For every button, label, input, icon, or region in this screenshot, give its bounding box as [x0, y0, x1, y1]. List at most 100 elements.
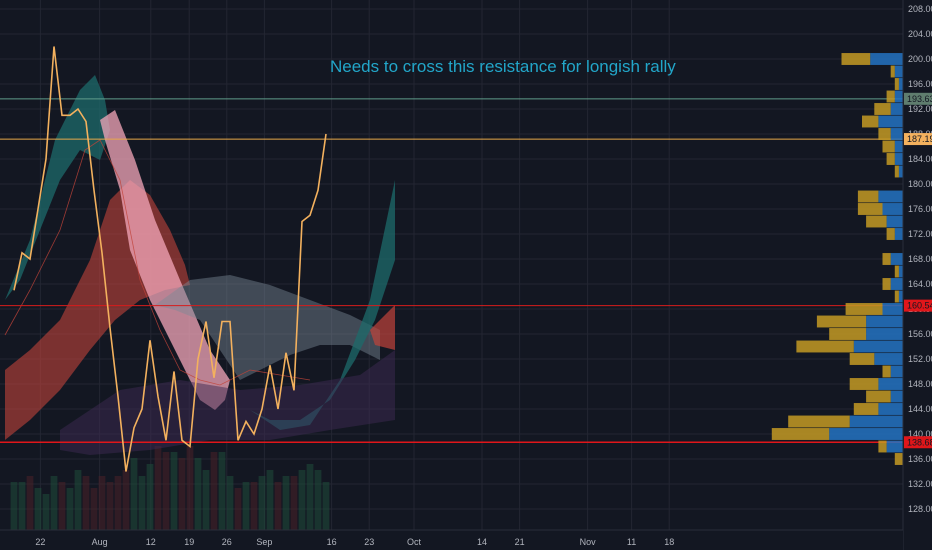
profile-buy-bar [890, 128, 903, 140]
profile-sell-bar [845, 303, 883, 315]
x-tick-label: 26 [222, 537, 232, 547]
volume-bars [10, 446, 330, 530]
volume-bar [202, 470, 210, 530]
profile-sell-bar [874, 103, 891, 115]
profile-buy-bar [878, 115, 903, 128]
volume-bar [58, 482, 66, 530]
y-tick-label: 168.00 [908, 254, 932, 264]
price-label-bg [904, 133, 932, 146]
profile-buy-bar [898, 78, 903, 90]
y-tick-label: 172.00 [908, 229, 932, 239]
volume-bar [82, 476, 90, 530]
y-tick-label: 144.00 [908, 404, 932, 414]
x-tick-label: Oct [407, 537, 422, 547]
profile-sell-bar [894, 453, 903, 465]
profile-sell-bar [886, 90, 895, 103]
profile-sell-bar [882, 253, 891, 265]
profile-sell-bar [862, 115, 879, 128]
y-tick-label: 180.00 [908, 179, 932, 189]
profile-sell-bar [866, 390, 891, 403]
purple-cloud [60, 350, 395, 455]
profile-buy-bar [894, 65, 903, 78]
profile-buy-bar [853, 340, 903, 353]
volume-bar [154, 446, 162, 530]
x-tick-label: 18 [664, 537, 674, 547]
profile-sell-bar [849, 378, 879, 390]
volume-bar [26, 476, 34, 530]
x-tick-label: 23 [364, 537, 374, 547]
volume-bar [170, 452, 178, 530]
profile-sell-bar [886, 228, 895, 240]
teal-cloud-left [5, 75, 110, 300]
pink-cloud [100, 110, 230, 410]
profile-sell-bar [886, 153, 895, 165]
profile-sell-bar [857, 203, 883, 215]
price-label: 187.19 [907, 134, 932, 144]
profile-buy-bar [890, 278, 903, 290]
profile-buy-bar [866, 315, 903, 328]
volume-bar [34, 488, 42, 530]
profile-sell-bar [882, 365, 891, 378]
profile-sell-bar [866, 215, 887, 228]
y-tick-label: 196.00 [908, 79, 932, 89]
volume-bar [242, 482, 250, 530]
profile-sell-bar [816, 315, 867, 328]
profile-buy-bar [890, 390, 903, 403]
volume-bar [226, 476, 234, 530]
profile-sell-bar [796, 340, 854, 353]
thin-red-line [4, 139, 311, 386]
profile-sell-bar [857, 190, 879, 203]
volume-bar [50, 476, 58, 530]
x-tick-label: Sep [256, 537, 272, 547]
volume-profile [771, 53, 903, 465]
x-tick-label: 16 [327, 537, 337, 547]
volume-bar [298, 470, 306, 530]
profile-buy-bar [866, 328, 903, 340]
price-label: 138.68 [907, 437, 932, 447]
profile-buy-bar [890, 253, 903, 265]
volume-bar [66, 488, 74, 530]
y-tick-label: 140.00 [908, 429, 932, 439]
y-tick-label: 192.00 [908, 104, 932, 114]
volume-bar [234, 488, 242, 530]
volume-bar [218, 452, 226, 530]
x-tick-label: 12 [146, 537, 156, 547]
volume-bar [138, 476, 146, 530]
y-tick-label: 208.00 [908, 4, 932, 14]
volume-bar [18, 482, 26, 530]
y-tick-label: 200.00 [908, 54, 932, 64]
price-label-bg [904, 436, 932, 449]
price-label-bg [904, 299, 932, 312]
profile-buy-bar [894, 140, 903, 153]
volume-bar [306, 464, 314, 530]
volume-bar [114, 476, 122, 530]
y-tick-label: 184.00 [908, 154, 932, 164]
y-tick-label: 152.00 [908, 354, 932, 364]
volume-bar [106, 482, 114, 530]
x-axis-panel [0, 530, 903, 550]
volume-bar [186, 446, 194, 530]
x-tick-label: 21 [515, 537, 525, 547]
volume-bar [98, 476, 106, 530]
price-label: 160.54 [907, 301, 932, 311]
y-tick-label: 176.00 [908, 204, 932, 214]
profile-sell-bar [894, 290, 899, 303]
price-line[interactable] [13, 46, 327, 472]
volume-bar [90, 488, 98, 530]
profile-buy-bar [894, 90, 903, 103]
profile-buy-bar [870, 53, 903, 65]
profile-buy-bar [878, 190, 903, 203]
profile-sell-bar [829, 328, 867, 340]
profile-sell-bar [841, 53, 871, 65]
red-cloud-right [370, 305, 395, 350]
x-tick-label: 19 [184, 537, 194, 547]
x-tick-label: 11 [627, 537, 636, 547]
x-tick-label: Aug [92, 537, 108, 547]
y-tick-label: 136.00 [908, 454, 932, 464]
volume-bar [282, 476, 290, 530]
volume-bar [74, 470, 82, 530]
profile-sell-bar [878, 440, 887, 453]
y-tick-label: 204.00 [908, 29, 932, 39]
